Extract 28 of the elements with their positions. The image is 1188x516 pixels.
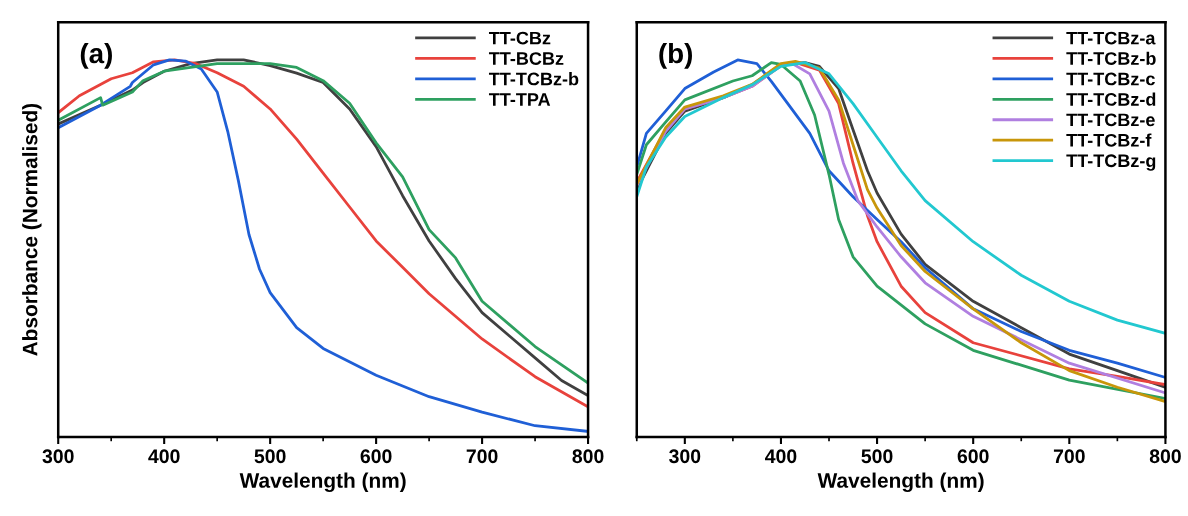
legend-label: TT-TCBz-b xyxy=(1066,51,1156,65)
x-tick-label: 300 xyxy=(42,449,74,464)
x-tick-label: 800 xyxy=(1149,449,1181,464)
x-tick-label: 300 xyxy=(669,449,701,464)
x-tick-label: 600 xyxy=(957,449,989,464)
legend-label: TT-TCBz-g xyxy=(1066,154,1156,171)
legend-label: TT-TPA xyxy=(488,93,551,106)
chart-title: (b) xyxy=(659,42,692,69)
x-tick-label: 800 xyxy=(572,449,604,464)
legend-label: TT-TCBz-c xyxy=(1066,72,1155,86)
x-tick-label: 700 xyxy=(466,449,498,464)
x-axis-title: Wavelength (nm) xyxy=(817,472,984,493)
x-tick-label: 500 xyxy=(861,449,893,464)
x-tick-label: 400 xyxy=(148,449,180,464)
x-axis-title: Wavelength (nm) xyxy=(239,472,406,493)
x-tick-label: 400 xyxy=(765,449,797,464)
x-tick-label: 600 xyxy=(360,449,392,464)
y-axis-title: Absorbance (Normalised) xyxy=(22,103,42,356)
legend-label: TT-BCBz xyxy=(488,52,564,65)
x-tick-label: 700 xyxy=(1053,449,1085,464)
legend-label: TT-TCBz-a xyxy=(1066,31,1156,45)
chart-title: (a) xyxy=(80,42,112,69)
legend-label: TT-TCBz-e xyxy=(1066,113,1155,127)
legend-label: TT-TCBz-b xyxy=(488,72,579,86)
legend-label: TT-CBz xyxy=(488,31,551,45)
legend-label: TT-TCBz-f xyxy=(1066,133,1152,147)
legend-label: TT-TCBz-d xyxy=(1066,92,1156,106)
x-tick-label: 500 xyxy=(254,449,286,464)
